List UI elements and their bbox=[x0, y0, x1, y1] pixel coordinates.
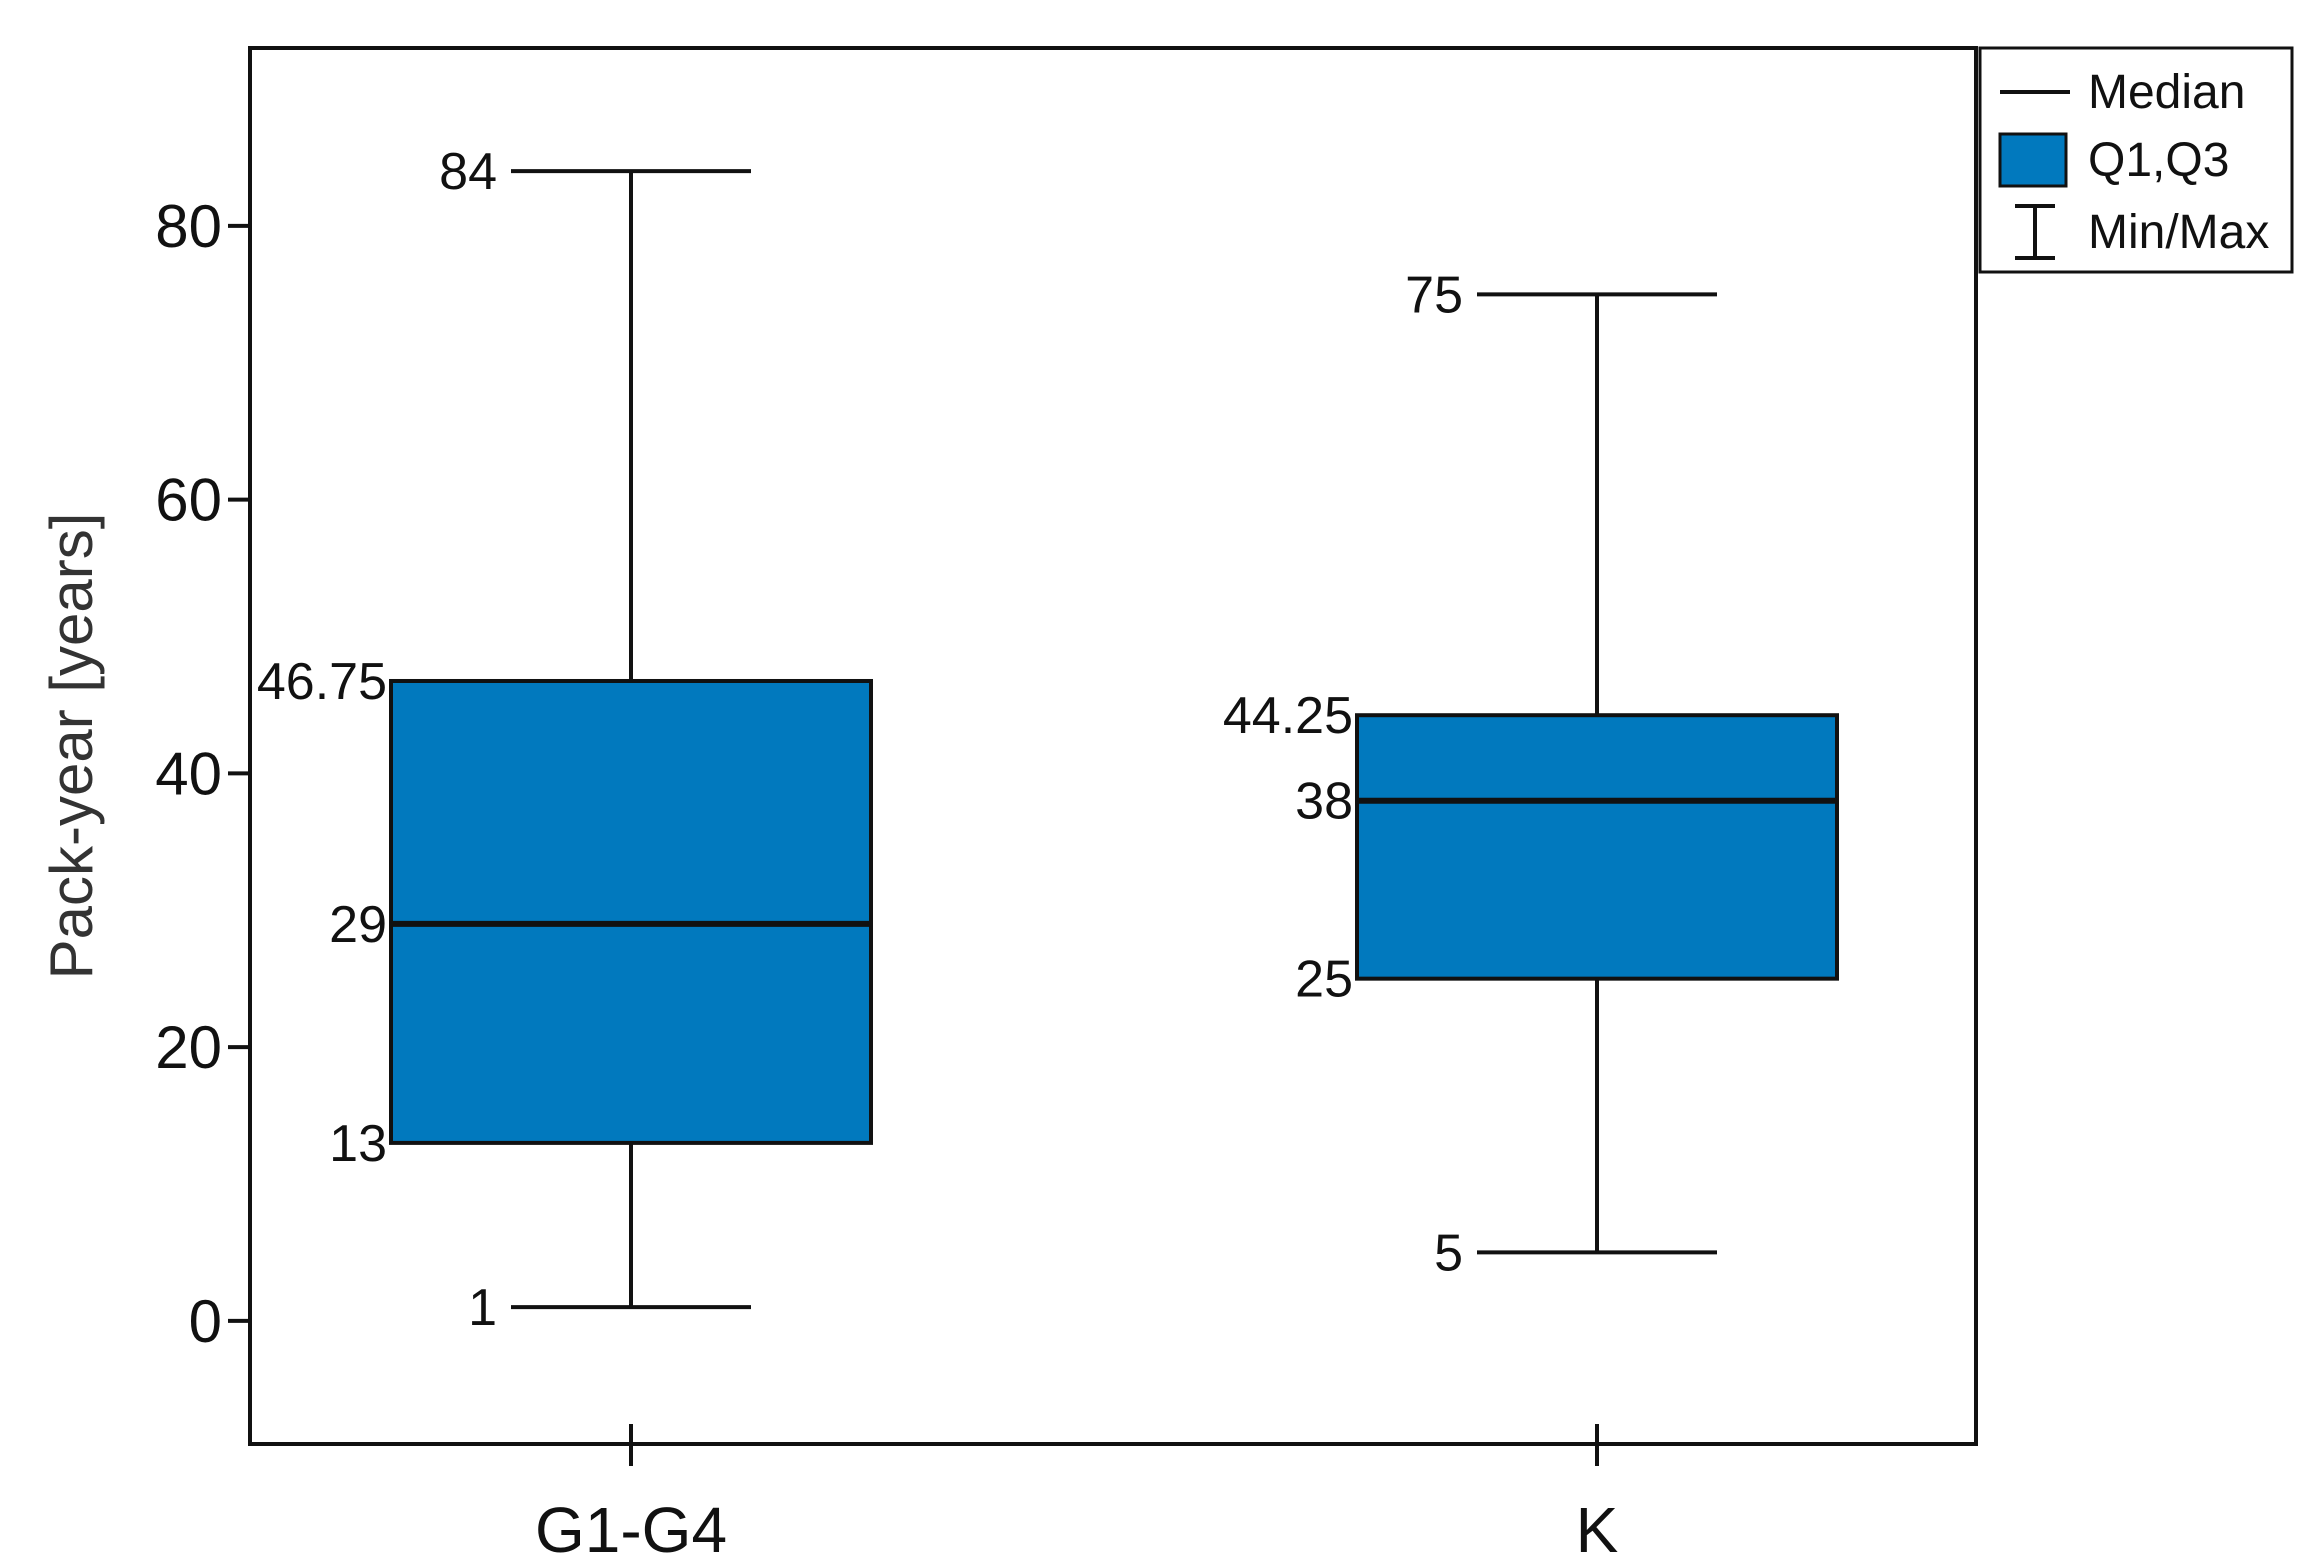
median-value-label-g1-g4: 29 bbox=[329, 896, 387, 954]
y-axis-label: Pack-year [years] bbox=[38, 513, 105, 980]
q3-value-label-g1-g4: 46.75 bbox=[257, 653, 387, 711]
iqr-box-k bbox=[1355, 713, 1839, 981]
x-axis: G1-G4 K bbox=[535, 1424, 1618, 1563]
y-tick-label-0: 0 bbox=[189, 1288, 222, 1355]
legend-box-swatch bbox=[1998, 132, 2068, 188]
y-tick-label-20: 20 bbox=[155, 1014, 222, 1081]
q1-value-label-k: 25 bbox=[1295, 951, 1353, 1009]
y-tick-label-40: 40 bbox=[155, 740, 222, 807]
legend: Median Q1,Q3 Min/Max bbox=[1978, 46, 2294, 274]
min-value-label-g1-g4: 1 bbox=[468, 1279, 497, 1337]
x-category-label-K: K bbox=[1576, 1494, 1619, 1563]
box-group-g1-g4: 84 46.75 29 13 1 bbox=[257, 143, 873, 1337]
box-group-k: 75 44.25 38 25 5 bbox=[1223, 266, 1839, 1282]
legend-label-median: Median bbox=[2088, 66, 2245, 119]
x-category-label-G1-G4: G1-G4 bbox=[535, 1494, 727, 1563]
legend-label-box: Q1,Q3 bbox=[2088, 134, 2229, 187]
y-tick-label-80: 80 bbox=[155, 193, 222, 260]
min-value-label-k: 5 bbox=[1434, 1224, 1463, 1282]
legend-label-minmax: Min/Max bbox=[2088, 206, 2269, 259]
q1-value-label-g1-g4: 13 bbox=[329, 1115, 387, 1173]
y-tick-label-60: 60 bbox=[155, 467, 222, 534]
q3-value-label-k: 44.25 bbox=[1223, 687, 1353, 745]
median-value-label-k: 38 bbox=[1295, 773, 1353, 831]
boxes: 84 46.75 29 13 1 75 44.25 38 25 5 bbox=[257, 143, 1839, 1337]
iqr-box-g1-g4 bbox=[389, 678, 873, 1145]
max-value-label-k: 75 bbox=[1405, 266, 1463, 324]
max-value-label-g1-g4: 84 bbox=[439, 143, 497, 201]
y-axis: 0 20 40 60 80 bbox=[155, 193, 250, 1355]
